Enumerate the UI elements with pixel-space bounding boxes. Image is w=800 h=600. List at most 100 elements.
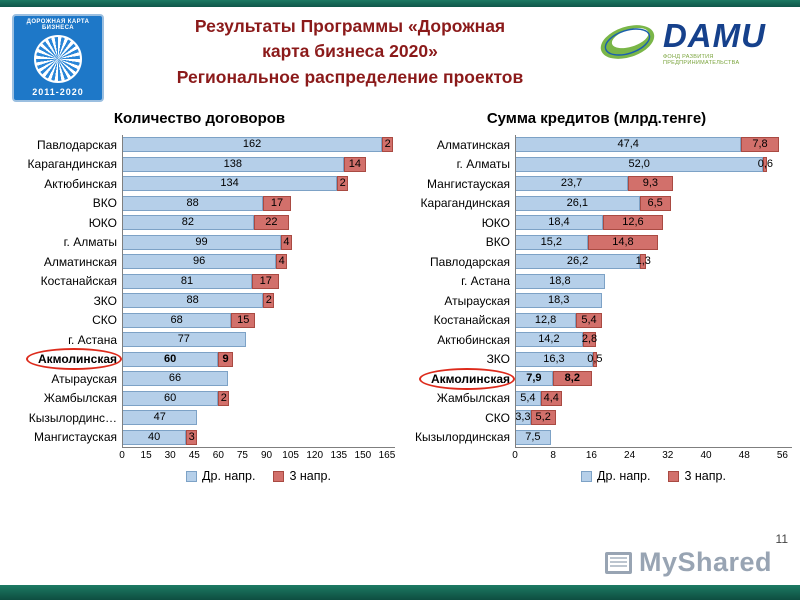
bar-track: 18,3 (515, 293, 792, 309)
bar-segment-third: 14 (343, 156, 367, 172)
bar-track: 15,2 14,8 (515, 234, 792, 250)
category-label-text: Алматинская (436, 137, 510, 152)
bar-segment-third: 6,5 (639, 195, 671, 211)
chart-row: г. Алматы 52,0 0,6 (401, 155, 792, 175)
bar-track: 12,8 5,4 (515, 312, 792, 328)
bar-track: 40 3 (122, 429, 395, 445)
bar-track: 18,4 12,6 (515, 215, 792, 231)
category-label-text: ЮКО (88, 215, 117, 230)
chart-row: г. Астана 18,8 (401, 272, 792, 292)
legend-swatch (273, 470, 285, 482)
bar-track: 16,3 0,5 (515, 351, 792, 367)
chart-row: Кызылординс… 47 (4, 408, 395, 428)
page-number: 11 (775, 532, 788, 546)
category-label-text: ВКО (92, 196, 117, 211)
x-tick-label: 135 (330, 450, 348, 461)
bar-segment-third: 2 (218, 390, 230, 406)
bar-track: 3,3 5,2 (515, 410, 792, 426)
bar-value-label: 18,8 (549, 274, 571, 287)
category-label-text: Костанайская (40, 274, 117, 289)
chart-row: Алматинская 96 4 (4, 252, 395, 272)
bar-value-label: 14,2 (538, 333, 560, 346)
bar-value-label: 4 (283, 235, 290, 248)
chart-row: Актюбинская 134 2 (4, 174, 395, 194)
bar-value-label: 40 (147, 430, 161, 443)
bar-value-label: 52,0 (628, 157, 650, 170)
bar-value-label: 99 (195, 235, 208, 248)
x-tick-label: 32 (662, 450, 674, 461)
bar-value-label: 12,8 (534, 313, 557, 326)
category-label: г. Алматы (401, 157, 515, 171)
bar-value-label: 12,6 (622, 216, 644, 229)
roadmap-badge-logo: ДОРОЖНАЯ КАРТА БИЗНЕСА 2011-2020 (12, 14, 104, 102)
bar-value-label: 15,2 (540, 235, 562, 248)
category-label-text: Актюбинская (44, 176, 117, 191)
category-label: Жамбылская (401, 391, 515, 405)
bar-segment-third: 9 (218, 351, 233, 367)
category-label: г. Алматы (4, 235, 122, 249)
bar-value-label: 7,5 (525, 430, 541, 443)
bar-segment-other: 60 (122, 390, 219, 406)
bar-segment-third: 5,2 (530, 410, 556, 426)
bar-value-label: 0,5 (587, 352, 603, 365)
legend-item: 3 напр. (273, 469, 331, 483)
category-label-text: Жамбылская (436, 391, 510, 406)
category-label-text: Мангистауская (427, 176, 510, 191)
bar-segment-other: 12,8 (515, 312, 577, 328)
category-label-text: Карагандинская (27, 157, 117, 172)
x-tick-label: 120 (306, 450, 324, 461)
bar-value-label: 9 (222, 352, 229, 365)
category-label: Кызылординс… (4, 411, 122, 425)
category-label-text: Мангистауская (34, 430, 117, 445)
bar-track: 26,2 1,3 (515, 254, 792, 270)
bar-segment-other: 162 (122, 137, 383, 153)
chart-row: Акмолинская 7,9 8,2 (401, 367, 792, 390)
bar-value-label: 2,8 (581, 333, 598, 346)
bar-value-label: 4,4 (543, 391, 559, 404)
bar-segment-third: 9,3 (628, 176, 673, 192)
bar-segment-third: 0,6 (758, 156, 773, 172)
chart-row: ЮКО 18,4 12,6 (401, 213, 792, 233)
bottom-strip (0, 585, 800, 600)
title-line-3: Региональное распределение проектов (176, 66, 524, 87)
bar-segment-third: 2 (382, 137, 394, 153)
bar-segment-third: 17 (263, 195, 291, 211)
bar-track: 99 4 (122, 234, 395, 250)
x-tick-label: 15 (140, 450, 152, 461)
bar-value-label: 8,2 (564, 372, 580, 385)
x-tick-label: 16 (585, 450, 597, 461)
category-label-text: Актюбинская (437, 332, 510, 347)
bar-segment-other: 18,3 (515, 293, 603, 309)
category-label: СКО (4, 313, 122, 327)
damu-text: DAMU ФОНД РАЗВИТИЯ ПРЕДПРИНИМАТЕЛЬСТВА (663, 19, 786, 66)
bar-value-label: 5,2 (535, 411, 551, 424)
bar-segment-third: 8,2 (552, 371, 592, 387)
category-label-text: Кызылординс… (28, 410, 117, 425)
x-tick-label: 8 (550, 450, 556, 461)
bar-track: 134 2 (122, 176, 395, 192)
bar-track: 82 22 (122, 215, 395, 231)
chart-row: Атырауская 66 (4, 369, 395, 389)
bar-value-label: 4 (278, 255, 285, 268)
legend-item: 3 напр. (668, 469, 726, 483)
bar-value-label: 88 (186, 196, 199, 209)
plot-area: Павлодарская 162 2 Карагандинская 138 14 Актюб… (4, 135, 395, 447)
chart-row: Костанайская 12,8 5,4 (401, 311, 792, 331)
bar-track: 5,4 4,4 (515, 390, 792, 406)
chart-row: г. Астана 77 (4, 330, 395, 350)
category-label-text: Атырауская (51, 371, 117, 386)
bar-segment-other: 15,2 (515, 234, 588, 250)
bar-segment-third: 2 (337, 176, 349, 192)
x-tick-label: 0 (119, 450, 125, 461)
category-label: г. Астана (4, 333, 122, 347)
bar-value-label: 5,4 (581, 313, 597, 326)
category-label-text: г. Астана (461, 274, 510, 289)
bar-track: 66 (122, 371, 395, 387)
x-tick-label: 30 (164, 450, 176, 461)
category-label-text: г. Алматы (63, 235, 117, 250)
category-label: Павлодарская (4, 138, 122, 152)
bar-segment-other: 3,3 (515, 410, 531, 426)
chart-title: Количество договоров (113, 110, 286, 127)
bar-track: 60 2 (122, 390, 395, 406)
category-label: ЮКО (401, 216, 515, 230)
